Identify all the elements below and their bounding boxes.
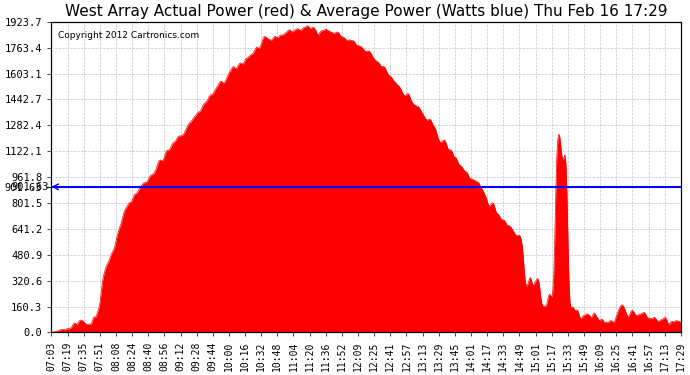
Title: West Array Actual Power (red) & Average Power (Watts blue) Thu Feb 16 17:29: West Array Actual Power (red) & Average …	[65, 4, 667, 19]
Text: 901.63: 901.63	[11, 182, 48, 192]
Text: Copyright 2012 Cartronics.com: Copyright 2012 Cartronics.com	[58, 31, 199, 40]
